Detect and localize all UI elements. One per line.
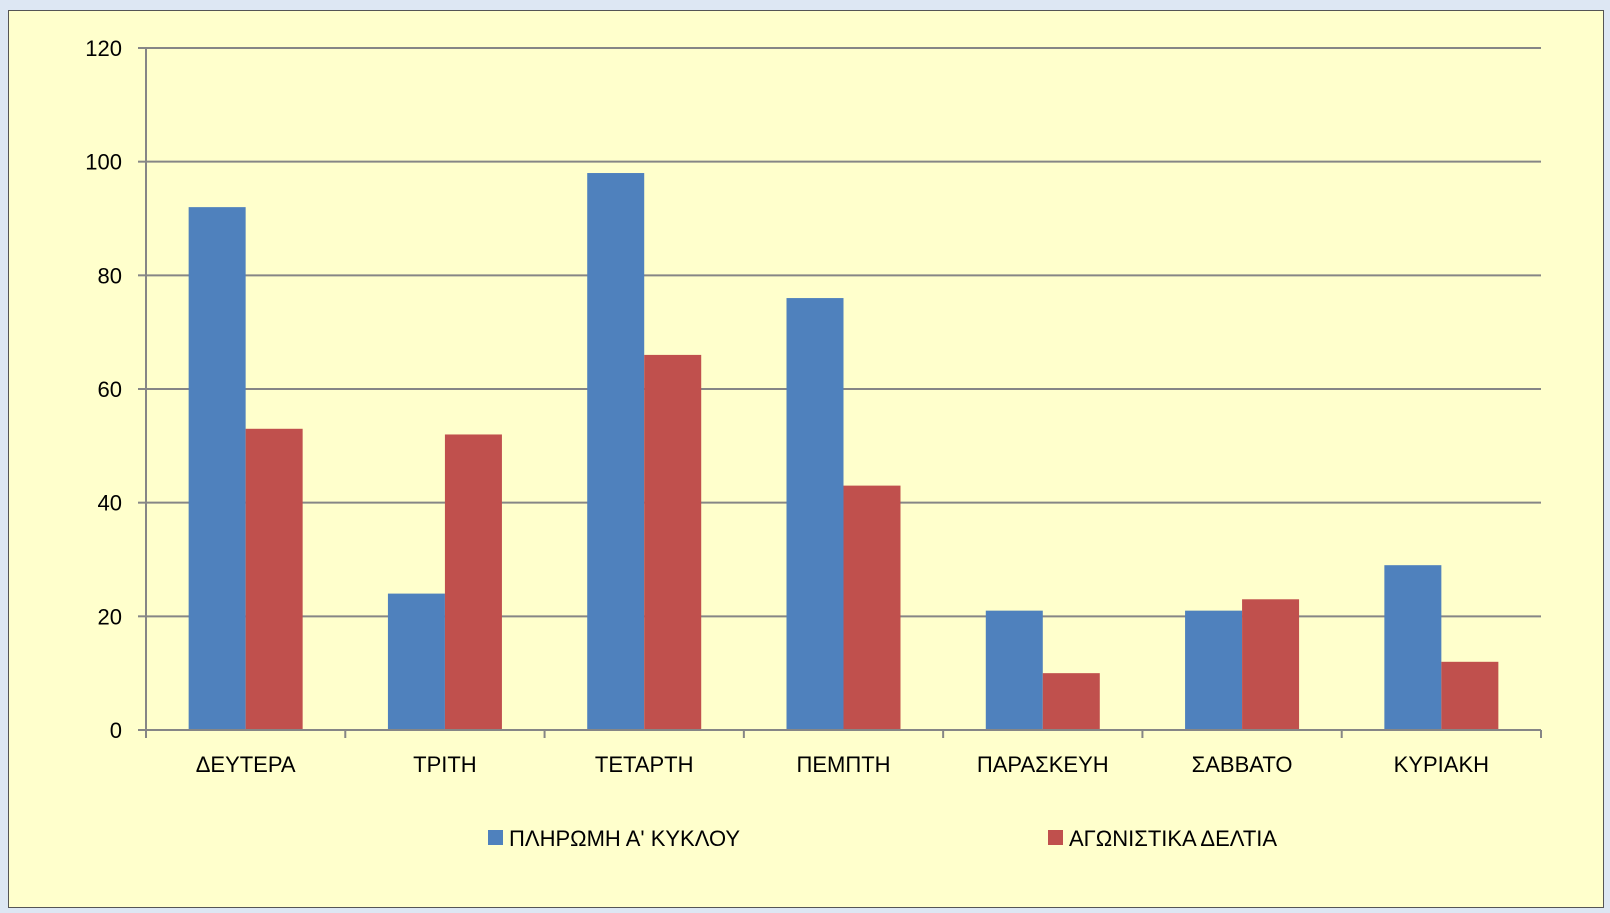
x-tick-label: ΚΥΡΙΑΚΗ [1394, 752, 1489, 777]
x-tick-label: ΠΕΜΠΤΗ [796, 752, 890, 777]
legend-swatch [1048, 830, 1063, 845]
x-tick-label: ΔΕΥΤΕΡΑ [196, 752, 296, 777]
gridlines [146, 47, 1541, 618]
bar-series1-5 [1185, 610, 1243, 730]
y-tick-label: 120 [85, 36, 122, 61]
legend-label: ΑΓΩΝΙΣΤΙΚΑ ΔΕΛΤΙΑ [1069, 826, 1277, 851]
bar-series2-4 [1042, 673, 1100, 730]
bar-series2-1 [444, 434, 502, 730]
x-tick-label: ΤΡΙΤΗ [413, 752, 477, 777]
y-tick-label: 80 [98, 263, 122, 288]
bar-series1-0 [188, 207, 246, 731]
x-tick-label: ΣΑΒΒΑΤΟ [1192, 752, 1293, 777]
bar-series2-6 [1441, 661, 1499, 730]
legend-swatch [488, 830, 503, 845]
axes: 0 20 40 60 80 100 120 ΔΕΥΤΕΡΑ ΤΡΙΤΗ ΤΕΤΑΡΤΗ ΠΕΜΠΤΗ… [85, 36, 1542, 777]
bar-series2-5 [1242, 599, 1300, 730]
y-tick-label: 60 [98, 377, 122, 402]
bar-series1-4 [985, 610, 1043, 730]
bar-series1-2 [587, 173, 645, 731]
bar-series2-2 [644, 354, 702, 730]
legend: ΠΛΗΡΩΜΗ Α' ΚΥΚΛΟΥ ΑΓΩΝΙΣΤΙΚΑ ΔΕΛΤΙΑ [488, 826, 1277, 851]
bar-series2-0 [245, 428, 303, 730]
y-tick-label: 40 [98, 491, 122, 516]
y-tick-label: 20 [98, 604, 122, 629]
bar-series1-1 [387, 593, 445, 730]
x-tick-label: ΠΑΡΑΣΚΕΥΗ [977, 752, 1109, 777]
bar-series2-3 [843, 485, 901, 730]
bar-series1-6 [1384, 565, 1442, 730]
y-tick-label: 100 [85, 150, 122, 175]
x-tick-label: ΤΕΤΑΡΤΗ [595, 752, 694, 777]
legend-label: ΠΛΗΡΩΜΗ Α' ΚΥΚΛΟΥ [509, 826, 740, 851]
bar-series1-3 [786, 298, 844, 730]
bars [188, 173, 1499, 731]
y-tick-label: 0 [110, 718, 122, 743]
